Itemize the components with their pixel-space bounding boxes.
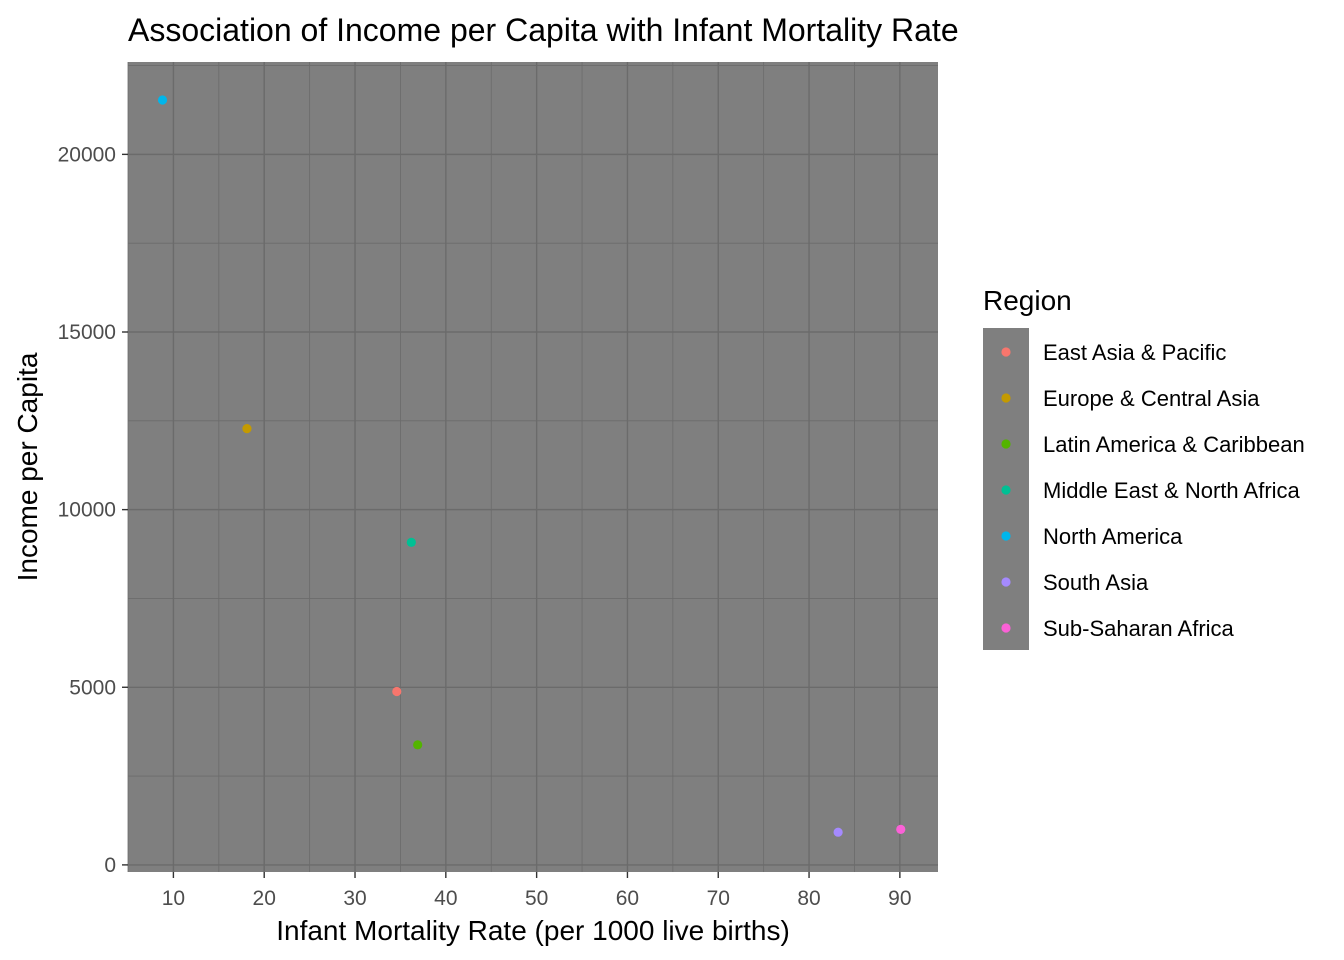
y-tick-label: 15000 (58, 321, 116, 344)
x-tick-label: 10 (162, 887, 185, 910)
legend-label: North America (1043, 524, 1183, 549)
y-tick-label: 20000 (58, 143, 116, 166)
legend-title: Region (983, 285, 1072, 316)
data-point (413, 740, 423, 750)
legend-key (1001, 623, 1011, 633)
x-tick-label: 50 (525, 887, 548, 910)
y-tick-label: 10000 (58, 499, 116, 522)
legend-key (1001, 577, 1011, 587)
legend-key (1001, 439, 1011, 449)
x-axis-title: Infant Mortality Rate (per 1000 live bir… (276, 915, 790, 946)
chart-title: Association of Income per Capita with In… (128, 12, 959, 48)
legend-key (1001, 485, 1011, 495)
x-tick-label: 20 (253, 887, 276, 910)
y-axis-ticks: 0 5000 10000 15000 20000 (58, 143, 128, 877)
legend-key (1001, 393, 1011, 403)
x-axis-ticks: 10 20 30 40 50 60 70 80 90 (162, 872, 912, 910)
legend: East Asia & Pacific Europe & Central Asia… (1001, 340, 1305, 641)
data-point (896, 824, 906, 834)
x-tick-label: 40 (434, 887, 457, 910)
data-point (157, 95, 168, 105)
x-tick-label: 80 (797, 887, 820, 910)
data-point (242, 424, 252, 434)
x-tick-label: 30 (343, 887, 366, 910)
legend-label: Europe & Central Asia (1043, 386, 1260, 411)
x-tick-label: 60 (616, 887, 639, 910)
legend-label: East Asia & Pacific (1043, 340, 1226, 365)
legend-key (1001, 531, 1011, 541)
legend-label: Latin America & Caribbean (1043, 432, 1305, 457)
legend-label: Sub-Saharan Africa (1043, 616, 1235, 641)
data-point (406, 537, 416, 547)
y-axis-title: Income per Capita (12, 352, 43, 581)
gridlines (127, 62, 938, 872)
y-tick-label: 0 (104, 854, 116, 877)
legend-label: Middle East & North Africa (1043, 478, 1301, 503)
legend-label: South Asia (1043, 570, 1149, 595)
legend-key (1001, 347, 1011, 357)
x-tick-label: 70 (707, 887, 730, 910)
data-point (392, 686, 402, 697)
data-point (833, 827, 843, 837)
x-tick-label: 90 (888, 887, 911, 910)
data-points (157, 95, 906, 837)
plot-panel (128, 62, 938, 872)
y-tick-label: 5000 (69, 676, 116, 699)
